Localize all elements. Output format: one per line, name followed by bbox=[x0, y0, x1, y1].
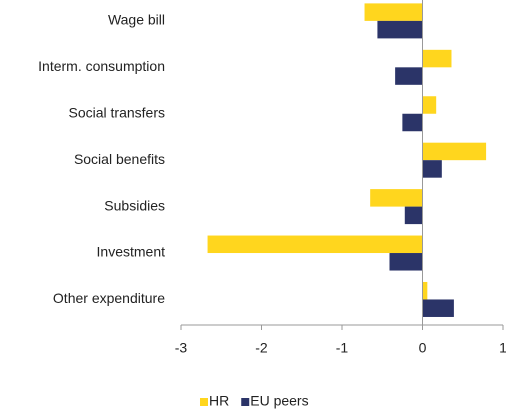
bar bbox=[364, 3, 423, 21]
bar bbox=[377, 20, 423, 39]
x-tick-label: -3 bbox=[175, 340, 188, 356]
legend-swatch bbox=[241, 398, 250, 406]
legend-swatch bbox=[200, 398, 208, 406]
category-label: Interm. consumption bbox=[38, 58, 165, 74]
bar bbox=[395, 67, 423, 85]
bar bbox=[422, 96, 437, 114]
x-tick-label: 1 bbox=[499, 340, 506, 356]
legend-label: EU peers bbox=[250, 393, 308, 409]
category-label: Wage bill bbox=[108, 12, 165, 28]
x-tick-label: -2 bbox=[255, 340, 268, 356]
bar bbox=[404, 206, 423, 225]
category-label: Other expenditure bbox=[53, 290, 165, 306]
category-label: Social transfers bbox=[69, 104, 165, 120]
x-tick-label: 0 bbox=[419, 340, 427, 356]
bar bbox=[402, 113, 423, 132]
bar bbox=[207, 235, 423, 254]
legend-label: HR bbox=[209, 393, 229, 409]
bar bbox=[422, 299, 454, 317]
bar bbox=[422, 49, 452, 68]
category-label: Investment bbox=[97, 244, 166, 260]
category-label: Subsidies bbox=[104, 197, 165, 213]
bar bbox=[370, 189, 423, 207]
bar bbox=[389, 253, 423, 271]
bar bbox=[422, 142, 487, 161]
bar bbox=[422, 281, 428, 300]
x-tick-label: -1 bbox=[336, 340, 349, 356]
category-label: Social benefits bbox=[74, 151, 165, 167]
bar bbox=[422, 160, 442, 178]
